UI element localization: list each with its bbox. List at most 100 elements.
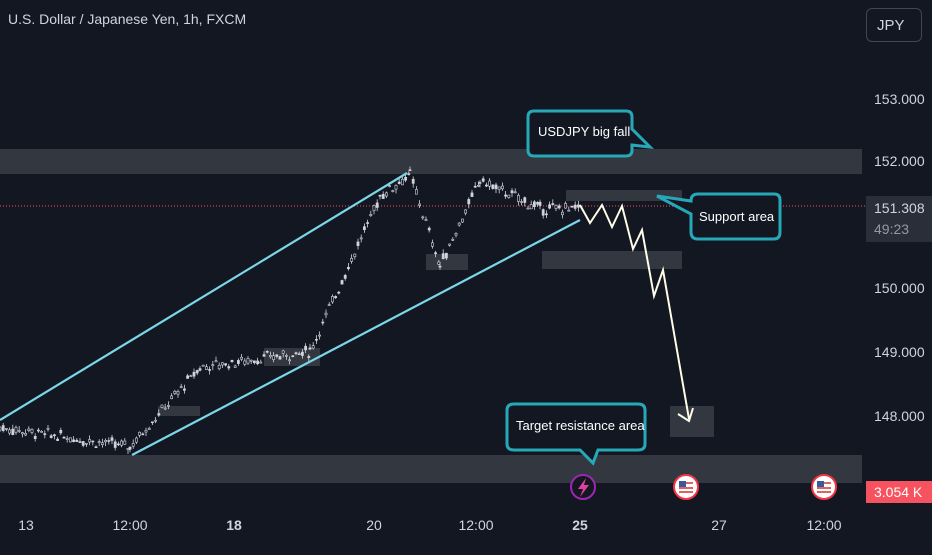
candle-body	[481, 178, 485, 182]
candle-body	[268, 355, 272, 358]
candle-body	[281, 350, 285, 354]
candle-body	[476, 184, 480, 187]
candle-body	[424, 219, 428, 221]
candle-body	[464, 209, 468, 214]
candle-body	[27, 428, 31, 431]
small-zone-1[interactable]	[158, 406, 200, 416]
candle-body	[256, 360, 260, 365]
candle-body	[441, 253, 445, 259]
price-tick: 149.000	[874, 344, 925, 360]
candle-body	[473, 185, 477, 188]
candle-body	[570, 206, 574, 208]
candle-body	[538, 201, 542, 206]
candle-body	[337, 291, 341, 294]
support-zone[interactable]	[566, 190, 682, 201]
time-tick: 20	[366, 517, 382, 533]
candle-body	[300, 351, 304, 356]
candle-body	[536, 202, 540, 205]
candle-body	[544, 213, 548, 216]
candle-body	[520, 201, 524, 203]
candle-body	[78, 441, 82, 443]
time-tick: 27	[711, 517, 727, 533]
candle-body	[324, 312, 328, 316]
candle-body	[400, 178, 404, 186]
candle-body	[91, 440, 95, 443]
us-flag-event-icon-2[interactable]	[811, 474, 837, 500]
candle-body	[526, 207, 530, 210]
candle-body	[430, 242, 434, 247]
chart-title: U.S. Dollar / Japanese Yen, 1h, FXCM	[8, 11, 247, 27]
candle-body	[214, 360, 218, 363]
candle-body	[217, 364, 221, 370]
small-zone-3[interactable]	[426, 254, 468, 270]
candle-body	[101, 442, 104, 445]
currency-button[interactable]: JPY	[866, 8, 922, 42]
time-tick: 12:00	[458, 517, 494, 533]
candle-body	[369, 214, 373, 216]
candle-body	[314, 338, 318, 341]
candle-body	[0, 426, 2, 431]
candle-body	[46, 427, 50, 430]
candle-body	[318, 334, 322, 337]
candle-body	[62, 436, 66, 439]
candle-body	[523, 197, 527, 203]
candle-body	[157, 413, 161, 416]
candle-body	[394, 185, 398, 190]
candlesticks	[0, 166, 580, 454]
candle-body	[56, 438, 60, 441]
flash-event-icon[interactable]	[570, 474, 596, 500]
candle-body	[49, 435, 53, 438]
candle-body	[573, 204, 577, 209]
candle-body	[11, 428, 15, 435]
candle-body	[304, 345, 308, 351]
candle-body	[227, 366, 231, 369]
candle-body	[179, 386, 183, 388]
candle-body	[224, 363, 228, 366]
candle-body	[291, 355, 295, 358]
channel-lower-line[interactable]	[131, 219, 581, 456]
candle-body	[384, 192, 388, 197]
bar-countdown: 49:23	[874, 221, 910, 237]
projection-path[interactable]	[579, 202, 690, 420]
target-resistance-zone[interactable]	[0, 455, 862, 483]
candle-body	[186, 375, 190, 379]
candle-body	[560, 211, 564, 216]
time-tick: 13	[18, 517, 34, 533]
candle-body	[278, 356, 282, 360]
current-price-tag: 151.308 49:23	[866, 196, 932, 242]
candle-body	[272, 355, 276, 360]
candle-body	[1, 425, 5, 431]
top-resistance-zone[interactable]	[0, 149, 862, 174]
us-flag-event-icon-1[interactable]	[673, 474, 699, 500]
time-tick: 12:00	[112, 517, 148, 533]
candle-body	[327, 304, 331, 307]
candle-body	[208, 369, 212, 371]
candle-body	[163, 407, 167, 410]
candle-body	[567, 209, 571, 212]
candle-body	[113, 441, 117, 448]
price-tick: 150.000	[874, 280, 925, 296]
lower-support-zone[interactable]	[542, 251, 682, 269]
candle-body	[548, 204, 552, 209]
big-fall-label: USDJPY big fall	[538, 124, 631, 139]
candle-body	[151, 421, 154, 424]
target-callout[interactable]	[505, 402, 647, 466]
candle-body	[8, 429, 12, 434]
support-callout[interactable]	[656, 192, 782, 241]
candle-body	[123, 440, 127, 445]
candle-body	[110, 437, 114, 441]
time-tick: 18	[226, 517, 242, 533]
big-fall-callout[interactable]	[526, 109, 655, 158]
candle-body	[484, 184, 488, 187]
candle-body	[438, 265, 442, 268]
candle-body	[160, 404, 164, 408]
candle-body	[17, 430, 21, 432]
candle-body	[454, 233, 458, 236]
candle-body	[500, 185, 504, 190]
candle-body	[504, 194, 508, 197]
candle-body	[372, 205, 376, 212]
candle-body	[243, 360, 247, 365]
channel-upper-line[interactable]	[0, 172, 408, 421]
